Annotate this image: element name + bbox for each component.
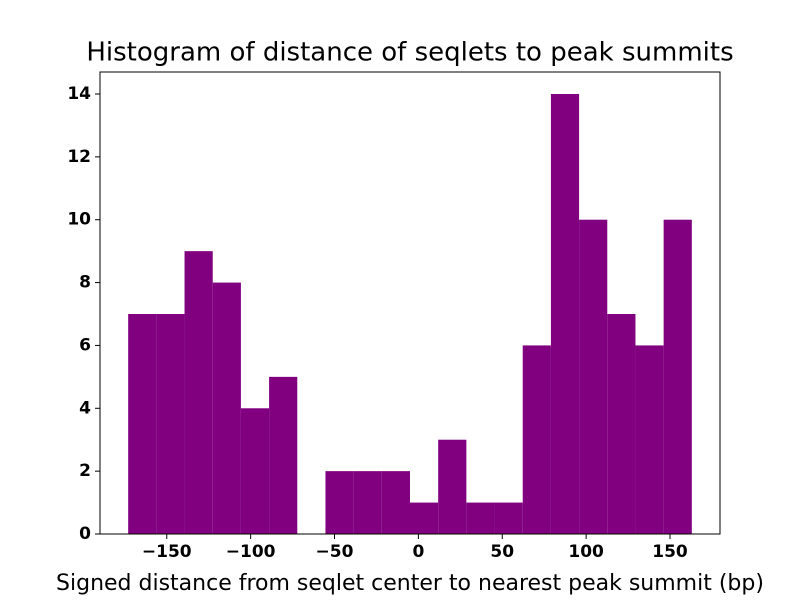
bar <box>550 94 580 534</box>
bar <box>522 345 551 534</box>
y-tick-label: 10 <box>67 210 91 230</box>
bar <box>466 502 495 534</box>
bar <box>579 219 608 534</box>
y-tick-label: 12 <box>67 147 91 167</box>
chart-title: Histogram of distance of seqlets to peak… <box>86 38 733 68</box>
y-tick-label: 8 <box>79 273 91 293</box>
bar <box>663 219 692 534</box>
bar <box>438 439 467 534</box>
bar <box>240 408 270 534</box>
x-tick-label: 0 <box>412 542 424 562</box>
y-tick-label: 0 <box>79 524 91 544</box>
bar <box>410 502 439 534</box>
plot-frame <box>99 71 721 535</box>
bar <box>381 471 410 534</box>
bar <box>128 314 157 534</box>
x-tick-label: 50 <box>490 542 514 562</box>
bar <box>494 502 523 534</box>
y-tick-label: 6 <box>79 335 91 355</box>
bar <box>325 471 354 534</box>
bar <box>212 282 241 534</box>
bar <box>156 314 185 534</box>
y-tick-label: 14 <box>67 84 91 104</box>
y-tick-label: 2 <box>79 461 91 481</box>
x-tick-label: 150 <box>652 542 688 562</box>
x-tick-label: −100 <box>226 542 276 562</box>
x-tick-label: 100 <box>568 542 604 562</box>
x-tick-label: −50 <box>316 542 354 562</box>
bar <box>607 314 636 534</box>
bar <box>184 251 213 534</box>
x-tick-label: −150 <box>142 542 192 562</box>
bar <box>635 345 664 534</box>
bar <box>269 376 298 534</box>
x-axis-label: Signed distance from seqlet center to ne… <box>56 571 764 596</box>
bar <box>353 471 382 534</box>
y-tick-label: 4 <box>79 398 91 418</box>
